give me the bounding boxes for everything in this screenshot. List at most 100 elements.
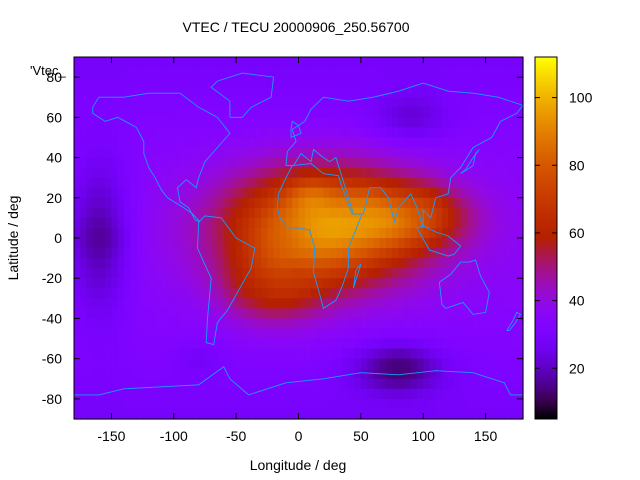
heatmap-cell [204,177,212,189]
heatmap-cell [161,268,169,279]
heatmap-cell [98,77,106,88]
heatmap-cell [92,358,100,370]
heatmap-cell [192,288,200,299]
heatmap-cell [229,318,237,330]
heatmap-cell [98,278,106,289]
heatmap-cell [292,398,300,410]
heatmap-cell [217,197,225,209]
heatmap-cell [130,147,137,159]
heatmap-cell [379,328,387,340]
heatmap-cell [211,288,219,299]
heatmap-cell [142,238,150,249]
heatmap-cell [310,258,318,269]
x-tick-label: 50 [353,428,369,444]
heatmap-cell [485,67,493,78]
heatmap-cell [454,147,462,159]
heatmap-cell [130,298,137,309]
coastline [92,92,231,223]
heatmap-cell [198,97,206,108]
heatmap-cell [373,358,381,370]
heatmap-cell [292,348,300,360]
heatmap-cell [130,207,137,219]
heatmap-cell [304,368,312,380]
heatmap-cell [323,147,331,159]
heatmap-cell [385,157,393,169]
heatmap-cell [273,197,281,209]
heatmap-cell [398,288,406,299]
heatmap-cell [292,388,300,400]
heatmap-cell [223,298,231,309]
heatmap-cell [342,127,349,139]
heatmap-cell [130,288,137,299]
heatmap-cell [510,238,518,249]
heatmap-cell [186,378,194,390]
heatmap-cell [105,117,113,128]
heatmap-cell [323,378,331,390]
heatmap-cell [142,157,150,169]
heatmap-cell [286,207,293,219]
heatmap-cell [367,177,374,189]
heatmap-cell [510,87,518,98]
heatmap-cell [86,57,94,68]
heatmap-cell [261,77,268,88]
heatmap-cell [310,127,318,139]
heatmap-cell [267,328,275,340]
heatmap-cell [510,308,518,320]
heatmap-cell [180,378,187,390]
heatmap-cell [198,318,206,330]
heatmap-cell [466,117,474,128]
heatmap-cell [367,127,374,139]
heatmap-cell [98,207,106,219]
heatmap-cell [273,167,281,179]
heatmap-cell [473,328,480,340]
heatmap-cell [92,308,100,320]
heatmap-cell [173,97,181,108]
heatmap-cell [510,338,518,350]
heatmap-cell [510,227,518,239]
heatmap-cell [192,137,200,149]
heatmap-cell [105,167,113,179]
heatmap-cell [161,378,169,390]
heatmap-cell [460,268,468,279]
heatmap-cell [111,187,119,199]
heatmap-cell [373,408,381,420]
heatmap-cell [242,288,250,299]
heatmap-cell [211,107,219,118]
heatmap-cell [317,147,325,159]
heatmap-cell [454,368,462,380]
heatmap-cell [242,398,250,410]
heatmap-cell [423,97,431,108]
heatmap-cell [161,147,169,159]
heatmap-cell [423,227,431,239]
heatmap-cell [423,67,431,78]
heatmap-cell [180,77,187,88]
heatmap-cell [516,268,524,279]
heatmap-cell [142,67,150,78]
heatmap-cell [267,268,275,279]
heatmap-cell [117,328,125,340]
heatmap-cell [410,187,418,199]
heatmap-cell [142,227,150,239]
heatmap-cell [279,268,287,279]
heatmap-cell [105,318,113,330]
heatmap-cell [385,378,393,390]
heatmap-cell [329,67,337,78]
heatmap-cell [435,398,443,410]
heatmap-cell [460,107,468,118]
heatmap-cell [248,328,256,340]
heatmap-cell [155,157,162,169]
heatmap-cell [423,268,431,279]
heatmap-cell [229,207,237,219]
heatmap-cell [373,157,381,169]
heatmap-cell [323,137,331,149]
heatmap-cell [198,338,206,350]
heatmap-cell [105,57,113,68]
heatmap-cell [279,97,287,108]
heatmap-cell [111,67,119,78]
heatmap-cell [217,87,225,98]
heatmap-cell [329,127,337,139]
heatmap-cell [204,378,212,390]
heatmap-cell [335,238,343,249]
heatmap-cell [180,127,187,139]
heatmap-cell [329,157,337,169]
